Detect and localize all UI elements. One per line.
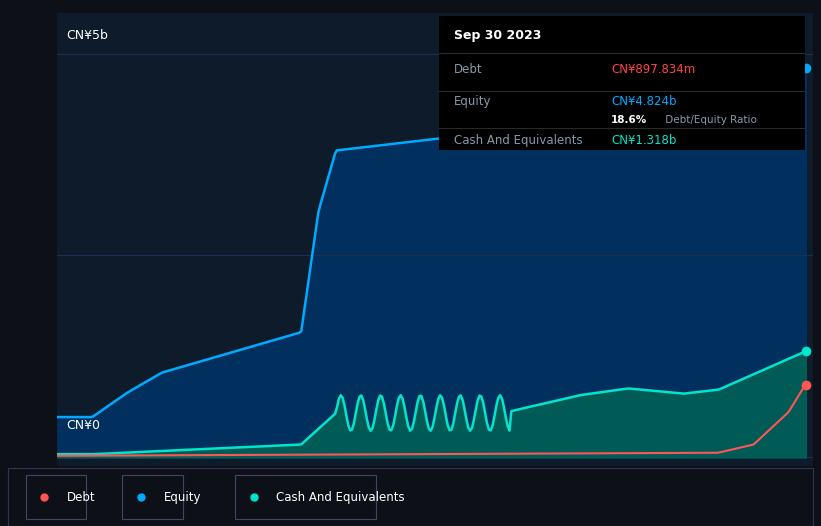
Text: 2015: 2015 bbox=[181, 506, 212, 519]
Text: 2016: 2016 bbox=[251, 506, 282, 519]
Text: 2017: 2017 bbox=[321, 506, 351, 519]
Text: CN¥4.824b: CN¥4.824b bbox=[611, 95, 677, 108]
Text: CN¥5b: CN¥5b bbox=[67, 29, 108, 42]
Text: Equity: Equity bbox=[454, 95, 491, 108]
Text: Equity: Equity bbox=[163, 491, 201, 503]
Text: CN¥0: CN¥0 bbox=[67, 419, 100, 431]
Text: 2018: 2018 bbox=[391, 506, 420, 519]
Text: Cash And Equivalents: Cash And Equivalents bbox=[454, 134, 582, 147]
Text: 2022: 2022 bbox=[669, 506, 699, 519]
Text: 2014: 2014 bbox=[112, 506, 142, 519]
Text: Sep 30 2023: Sep 30 2023 bbox=[454, 29, 541, 42]
Text: Debt: Debt bbox=[67, 491, 95, 503]
Text: 2023: 2023 bbox=[739, 506, 768, 519]
Text: 2021: 2021 bbox=[599, 506, 630, 519]
Text: 2020: 2020 bbox=[530, 506, 560, 519]
Text: 2019: 2019 bbox=[461, 506, 490, 519]
Text: CN¥897.834m: CN¥897.834m bbox=[611, 63, 695, 76]
Text: 2013: 2013 bbox=[43, 506, 72, 519]
Text: Debt: Debt bbox=[454, 63, 483, 76]
Text: CN¥1.318b: CN¥1.318b bbox=[611, 134, 677, 147]
Text: 18.6%: 18.6% bbox=[611, 115, 647, 125]
Text: Debt/Equity Ratio: Debt/Equity Ratio bbox=[662, 115, 757, 125]
Text: Cash And Equivalents: Cash And Equivalents bbox=[276, 491, 405, 503]
